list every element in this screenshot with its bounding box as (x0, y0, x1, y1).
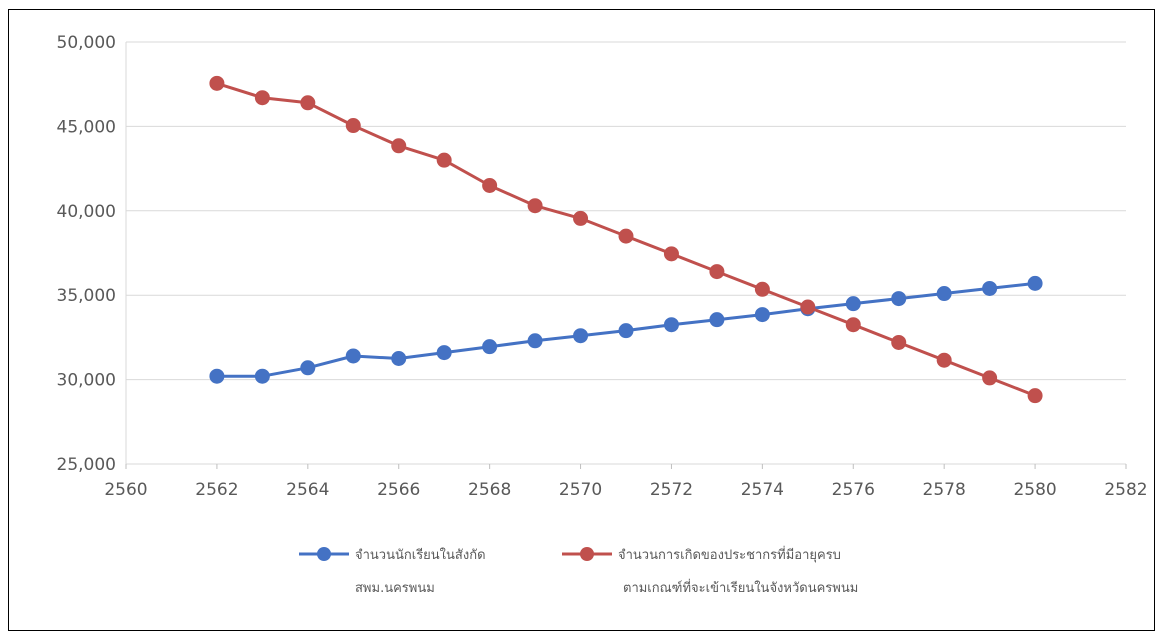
series-group (209, 75, 1043, 404)
y-tick-label: 50,000 (57, 33, 116, 53)
y-tick-label: 45,000 (57, 117, 116, 137)
x-tick-label: 2560 (104, 480, 147, 500)
series-1-point (391, 138, 407, 154)
y-tick-label: 25,000 (57, 455, 116, 475)
series-0-point (209, 368, 225, 384)
legend-label-1-line-0: จำนวนการเกิดของประชากรที่มีอายุครบ (618, 546, 841, 563)
series-0-point (663, 317, 679, 333)
x-tick-label: 2568 (468, 480, 511, 500)
x-tick-label: 2570 (559, 480, 602, 500)
series-0-point (891, 291, 907, 307)
y-tick-label: 35,000 (57, 286, 116, 306)
series-0-point (254, 368, 270, 384)
series-0-point (845, 296, 861, 312)
series-1-point (573, 210, 589, 226)
series-0-point (482, 339, 498, 355)
line-chart: 25,000 30,000 35,000 40,000 45,000 50,000 256… (57, 33, 1148, 596)
legend-swatch-marker-1 (580, 547, 594, 561)
x-tick-label: 2576 (832, 480, 875, 500)
series-1-point (891, 334, 907, 350)
x-tick-label: 2580 (1013, 480, 1056, 500)
gridlines (126, 41, 1126, 465)
series-1-point (663, 246, 679, 262)
series-1-point (254, 90, 270, 106)
legend-label-1-line-1: ตามเกณฑ์ที่จะเข้าเรียนในจังหวัดนครพนม (623, 579, 858, 596)
series-0-point (709, 312, 725, 328)
y-axis-tick-labels: 25,000 30,000 35,000 40,000 45,000 50,000 (57, 33, 116, 475)
series-1-point (209, 75, 225, 91)
y-tick-label: 40,000 (57, 202, 116, 222)
chart-frame: 25,000 30,000 35,000 40,000 45,000 50,000 256… (8, 9, 1155, 631)
series-0-point (618, 323, 634, 339)
x-tick-label: 2572 (650, 480, 693, 500)
series-1-point (436, 152, 452, 168)
series-1-point (1027, 388, 1043, 404)
series-0-point (754, 307, 770, 323)
x-tick-label: 2562 (195, 480, 238, 500)
series-1-point (982, 370, 998, 386)
legend-label-0-line-0: จำนวนนักเรียนในสังกัด (355, 547, 486, 563)
series-0-point (300, 360, 316, 376)
series-0-point (436, 345, 452, 361)
series-1-point (527, 198, 543, 214)
series-1-point (800, 299, 816, 315)
x-tick-label: 2564 (286, 480, 329, 500)
series-0-point (936, 286, 952, 302)
y-tick-label: 30,000 (57, 371, 116, 391)
x-tick-label: 2566 (377, 480, 420, 500)
series-1-point (300, 95, 316, 111)
axes (125, 42, 1127, 469)
series-0-point (391, 351, 407, 366)
series-0-point (982, 280, 998, 296)
x-tick-label: 2582 (1104, 480, 1147, 500)
series-1-point (345, 118, 361, 134)
series-1-point (845, 317, 861, 333)
series-0-point (345, 348, 361, 364)
series-0-point (1027, 275, 1043, 291)
series-1-point (482, 177, 498, 193)
series-1-point (754, 281, 770, 297)
legend-label-0-line-1: สพม.นครพนม (355, 581, 435, 596)
series-0-point (527, 333, 543, 349)
legend-swatch-marker-0 (317, 547, 331, 561)
x-tick-label: 2574 (741, 480, 784, 500)
series-1-point (618, 228, 634, 244)
series-1-point (936, 352, 952, 368)
x-tick-label: 2578 (923, 480, 966, 500)
series-0-point (573, 328, 589, 344)
series-1-point (709, 264, 725, 280)
x-axis-tick-labels: 2560 2562 2564 2566 2568 2570 2572 2574 2576 2578… (104, 480, 1147, 500)
